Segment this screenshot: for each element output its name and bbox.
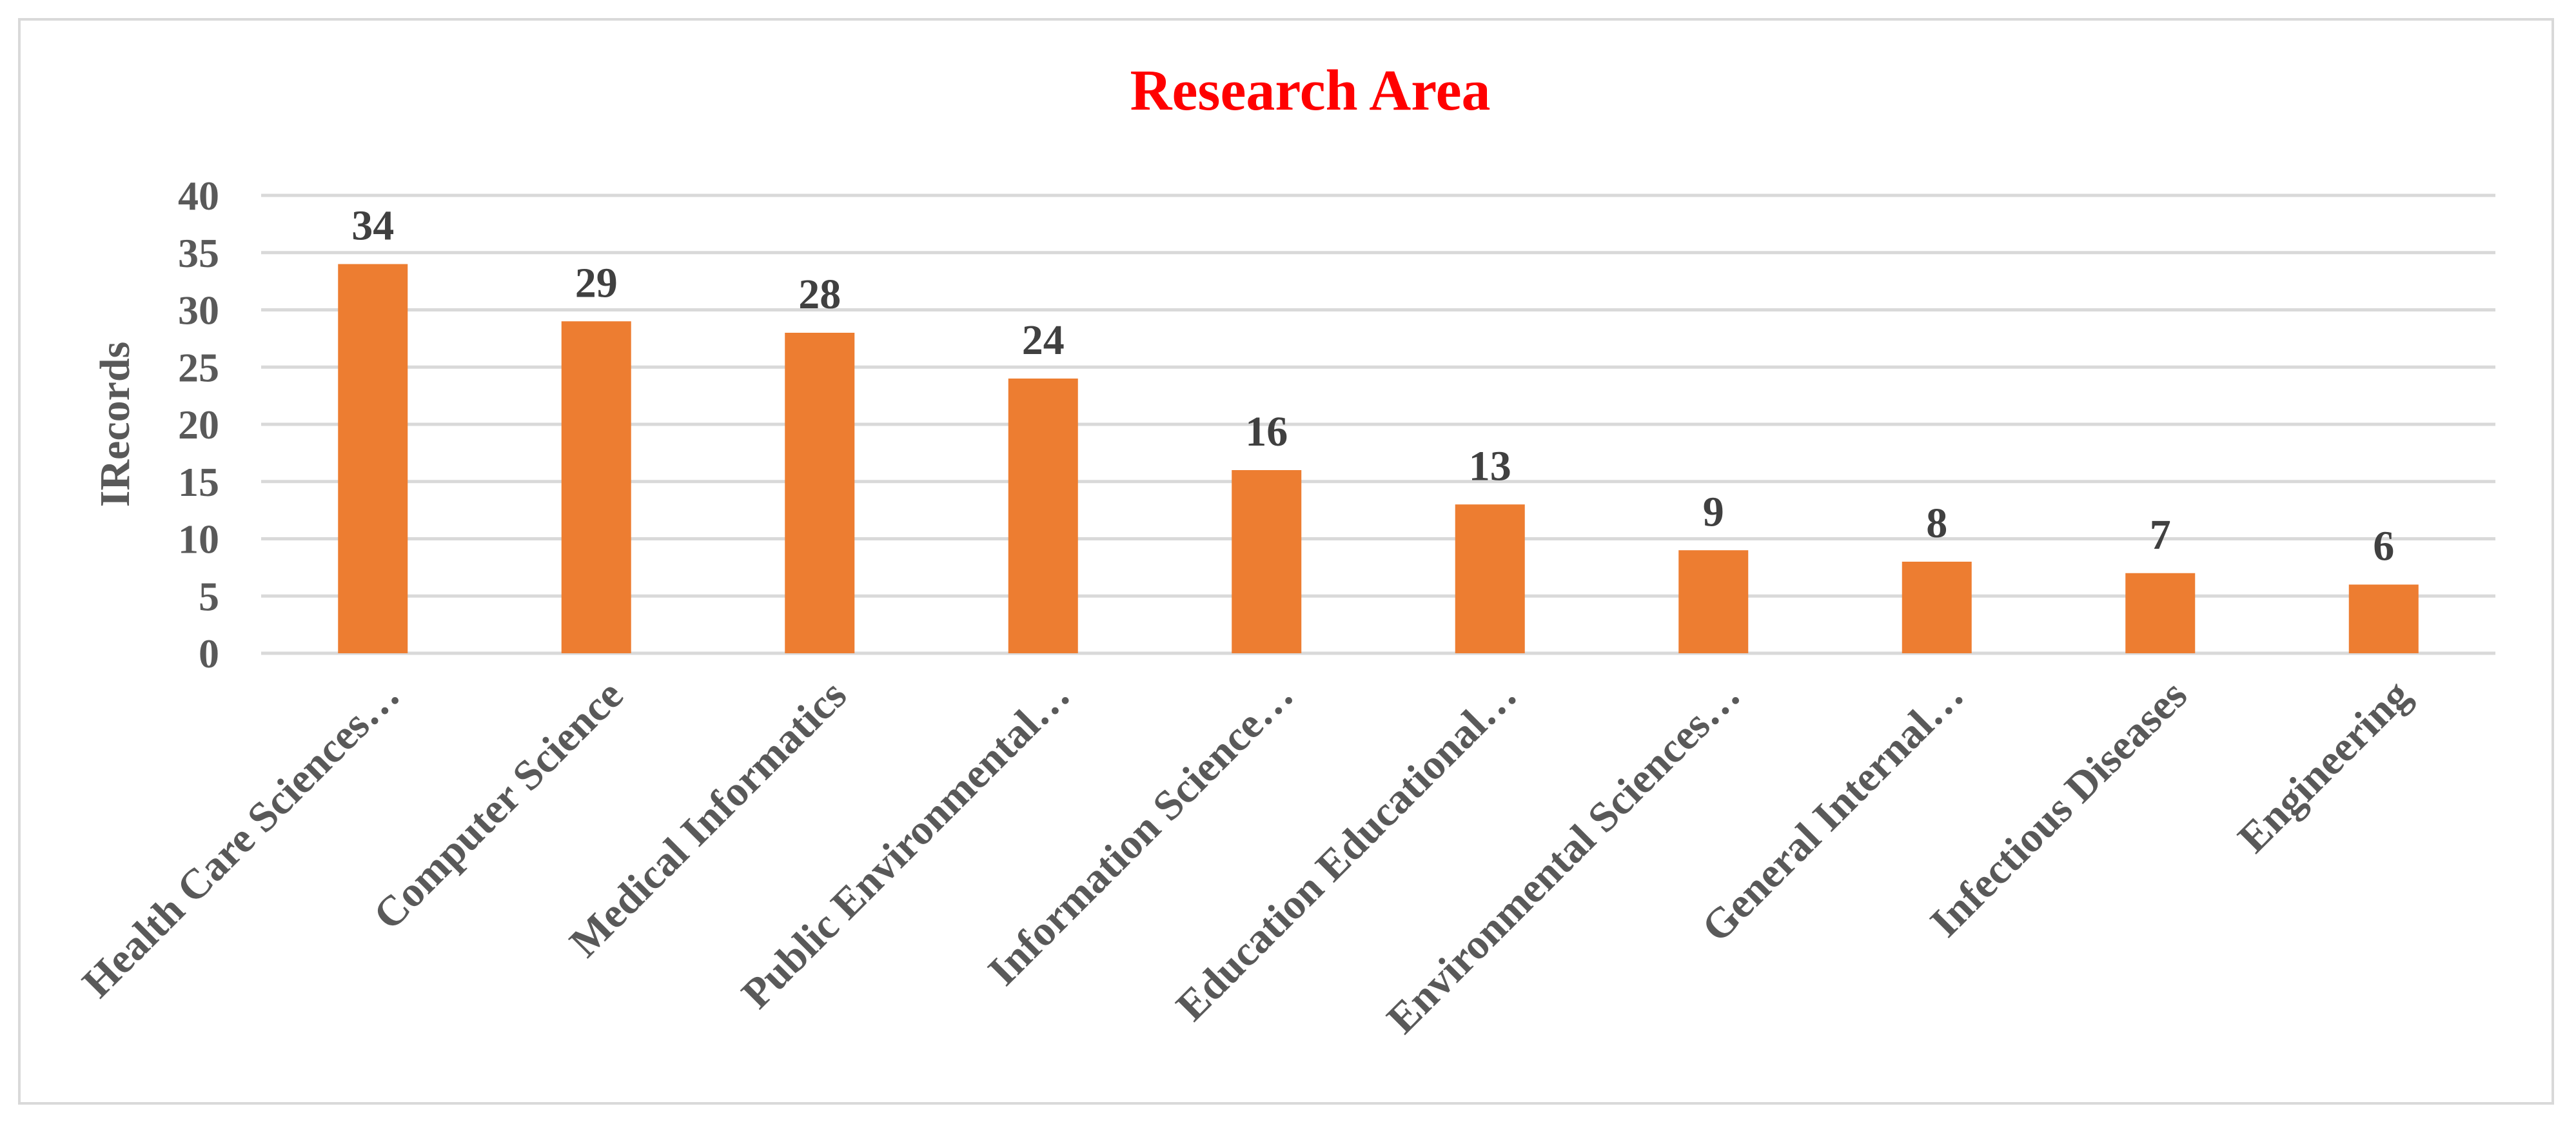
bar <box>1232 470 1302 653</box>
data-label: 8 <box>1926 500 1947 547</box>
data-label: 13 <box>1469 442 1511 489</box>
y-tick-label: 35 <box>178 230 219 276</box>
bar <box>785 333 855 653</box>
y-tick-label: 10 <box>178 517 219 562</box>
y-tick-label: 40 <box>178 173 219 219</box>
y-axis-title: IRecords <box>92 342 139 508</box>
x-category-label: Engineering <box>2229 671 2419 862</box>
y-tick-label: 5 <box>199 573 219 619</box>
data-label: 28 <box>798 271 841 318</box>
data-label: 29 <box>575 259 618 306</box>
bar <box>1902 562 1972 653</box>
y-tick-label: 0 <box>199 631 219 676</box>
bar <box>338 264 408 653</box>
bar <box>1008 379 1078 653</box>
x-category-label: Health Care Sciences… <box>74 671 409 1007</box>
y-tick-label: 20 <box>178 402 219 448</box>
data-labels: 34 29 28 24 16 13 9 8 7 6 <box>351 202 2394 570</box>
x-category-label: Computer Science <box>364 671 632 939</box>
bar <box>561 321 631 653</box>
x-axis-labels: Health Care Sciences…Computer ScienceMed… <box>74 671 2419 1043</box>
bar <box>1455 504 1525 653</box>
bar <box>1678 550 1749 653</box>
data-label: 24 <box>1022 317 1065 364</box>
data-label: 6 <box>2373 523 2394 570</box>
data-label: 7 <box>2150 511 2171 558</box>
data-label: 9 <box>1703 488 1724 535</box>
y-tick-label: 30 <box>178 288 219 333</box>
y-tick-label: 15 <box>178 459 219 505</box>
bar <box>2348 584 2419 653</box>
bar <box>2125 573 2196 653</box>
bars <box>338 264 2419 653</box>
chart-title: Research Area <box>1130 59 1490 123</box>
data-label: 34 <box>351 202 394 250</box>
gridlines <box>261 193 2495 655</box>
y-tick-label: 25 <box>178 344 219 390</box>
x-category-label: Environmental Sciences… <box>1378 671 1749 1043</box>
y-axis-ticks: 0 5 10 15 20 25 30 35 40 <box>178 173 219 676</box>
data-label: 16 <box>1245 408 1288 455</box>
